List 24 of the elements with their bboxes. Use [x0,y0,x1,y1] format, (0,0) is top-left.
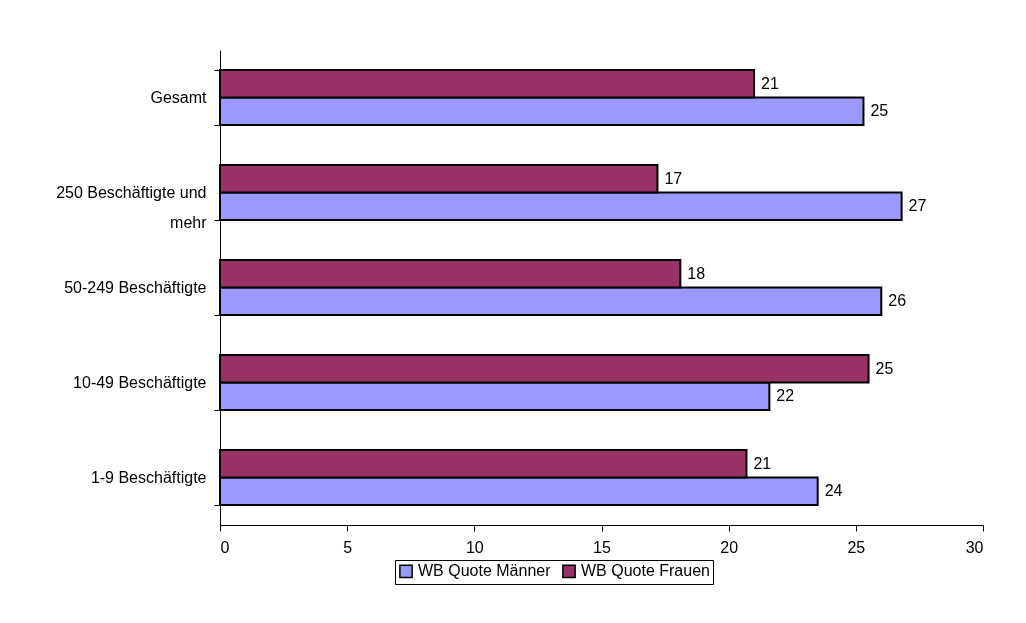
x-tick-label: 30 [965,538,984,556]
data-label: 26 [888,292,907,310]
data-label: 18 [687,264,706,282]
data-label: 25 [875,359,894,377]
y-tick-label: 250 Beschäftigte und mehr [56,184,208,231]
legend-label: WB Quote Männer [418,562,552,580]
data-label: 21 [753,454,772,472]
x-tick-label: 25 [847,538,866,556]
data-label: 21 [761,74,779,92]
data-label: 25 [870,102,889,120]
x-tick-label: 15 [593,538,611,556]
data-label: 17 [664,169,683,187]
x-tick-label: 20 [720,538,739,556]
y-tick-label: 1-9 Beschäftigte [90,469,207,486]
x-tick-label: 0 [220,538,230,556]
y-tick-label: Gesamt [150,89,208,106]
legend-label: WB Quote Frauen [581,562,710,580]
y-tick-label: 10-49 Beschäftigte [73,374,207,391]
data-label: 22 [776,387,795,405]
x-tick-label: 10 [465,538,484,556]
data-label: 27 [908,197,927,215]
data-label: 24 [824,482,843,500]
x-tick-label: 5 [343,538,353,556]
y-tick-label: 50-249 Beschäftigte [64,279,207,296]
